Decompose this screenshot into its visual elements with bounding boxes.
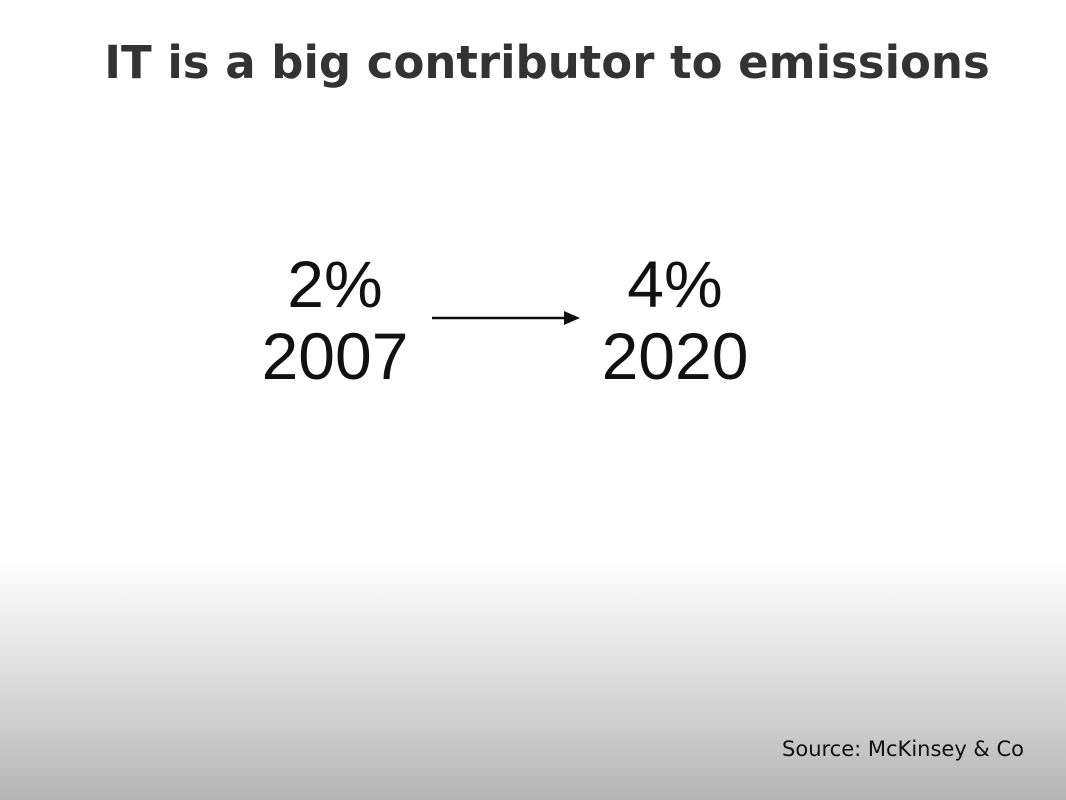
source-note: Source: McKinsey & Co (782, 737, 1024, 761)
slide-title: IT is a big contributor to emissions (104, 36, 990, 89)
after-year: 2020 (601, 319, 749, 393)
arrow-head (564, 311, 580, 325)
after-value: 4% (627, 247, 723, 321)
arrow (432, 311, 580, 325)
before-year: 2007 (261, 319, 409, 393)
before-value: 2% (287, 247, 383, 321)
before-stat: 2% 2007 (215, 248, 455, 392)
after-stat: 4% 2020 (555, 248, 795, 392)
